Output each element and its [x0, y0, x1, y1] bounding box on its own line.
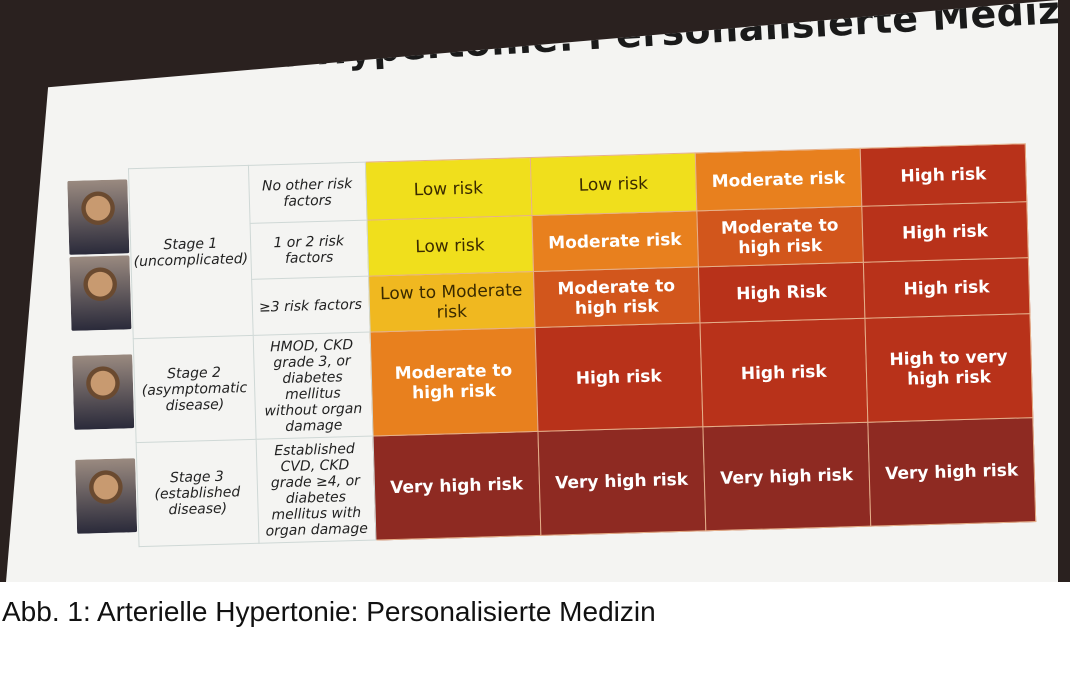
risk-factor-label: 1 or 2 risk factors	[249, 220, 369, 280]
risk-cell: Low risk	[365, 157, 532, 221]
risk-cell: High risk	[699, 318, 868, 427]
risk-cell: Moderate risk	[695, 148, 862, 211]
portrait-photo	[75, 457, 138, 534]
figure-caption: Abb. 1: Arterielle Hypertonie: Personali…	[2, 596, 656, 627]
stage-label: Stage 2 (asymptomatic disease)	[133, 335, 256, 443]
risk-factor-label: Established CVD, CKD grade ≥4, or diabet…	[255, 436, 376, 544]
slide: Arterielle Hypertonie: Personalisierte M…	[6, 0, 1058, 582]
risk-cell: Very high risk	[372, 431, 541, 541]
stage-label: Stage 1 (uncomplicated)	[128, 165, 253, 339]
risk-cell: High risk	[534, 322, 703, 432]
portrait-photo	[67, 178, 130, 255]
risk-cell: High risk	[860, 143, 1027, 207]
risk-cell: High Risk	[698, 262, 865, 323]
portrait-photo	[72, 353, 135, 430]
risk-cell: Very high risk	[867, 417, 1036, 527]
risk-cell: High to very high risk	[864, 313, 1033, 423]
slide-photo: Arterielle Hypertonie: Personalisierte M…	[0, 0, 1070, 582]
risk-cell: Moderate to high risk	[533, 266, 700, 328]
risk-factor-label: No other risk factors	[248, 162, 367, 224]
risk-cell: High risk	[861, 201, 1029, 263]
risk-cell: Low risk	[366, 215, 534, 277]
risk-factor-label: HMOD, CKD grade 3, or diabetes mellitus …	[252, 332, 373, 440]
slide-title: Arterielle Hypertonie: Personalisierte M…	[94, 0, 1070, 86]
risk-cell: Very high risk	[702, 422, 871, 531]
risk-cell: Moderate risk	[531, 210, 699, 272]
risk-cell: Low risk	[530, 152, 697, 216]
portrait-cell	[71, 339, 136, 445]
portrait-cell	[66, 169, 133, 341]
risk-cell: High risk	[863, 257, 1030, 319]
stage-label: Stage 3 (established disease)	[136, 439, 259, 547]
risk-cell: Very high risk	[537, 426, 706, 536]
risk-factor-label: ≥3 risk factors	[251, 276, 370, 336]
risk-cell: Low to Moderate risk	[368, 271, 535, 333]
risk-cell: Moderate to high risk	[696, 206, 864, 267]
risk-table: Stage 1 (uncomplicated) No other risk fac…	[66, 143, 1036, 549]
portrait-cell	[74, 443, 139, 549]
risk-cell: Moderate to high risk	[369, 327, 538, 437]
portrait-photo	[69, 254, 132, 331]
